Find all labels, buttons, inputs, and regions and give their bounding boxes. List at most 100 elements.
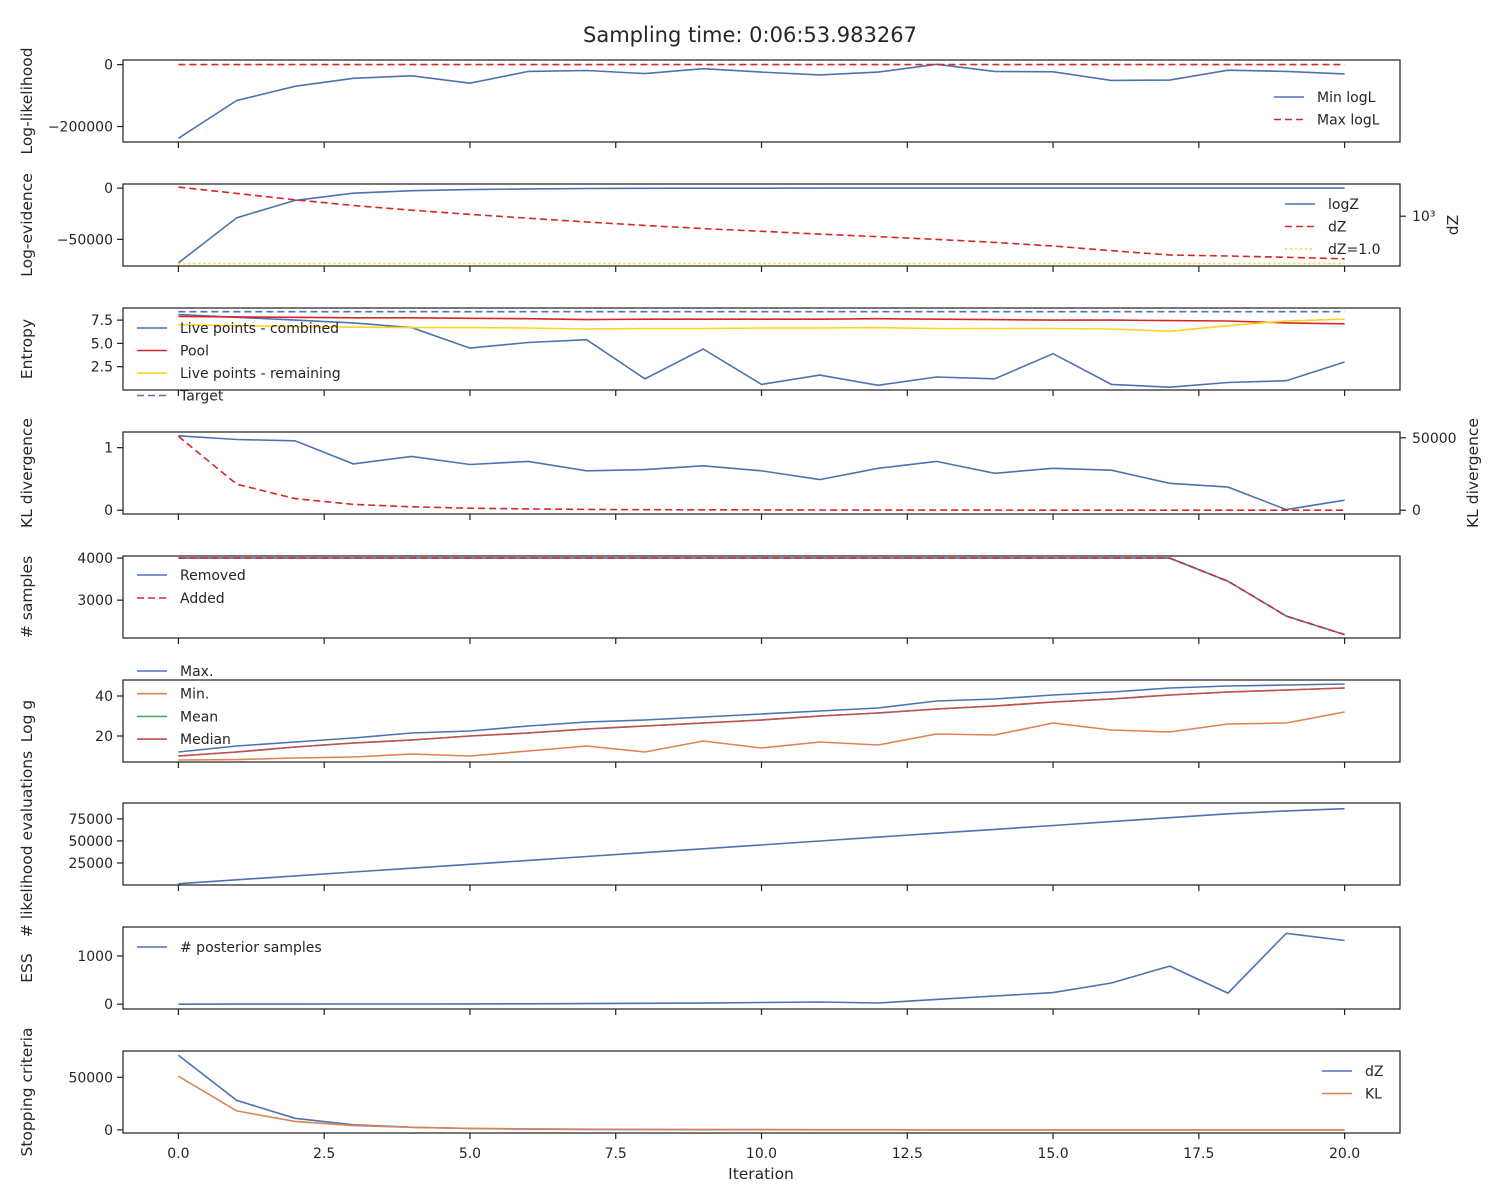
x-tick-label: 7.5 <box>605 1146 627 1162</box>
right-y-tick-label: 0 <box>1412 503 1421 519</box>
y-tick-label: 7.5 <box>91 313 113 329</box>
y-tick-label: 50000 <box>68 834 113 850</box>
legend: Max. Min. Mean Median <box>137 664 231 748</box>
y-tick-label: 3000 <box>77 593 113 609</box>
figure-title: Sampling time: 0:06:53.983267 <box>583 23 917 47</box>
y-axis-label: KL divergence <box>18 418 36 528</box>
legend-label: Live points - combined <box>180 321 339 337</box>
x-tick-label: 17.5 <box>1183 1146 1214 1162</box>
legend: dZ KL <box>1322 1064 1383 1103</box>
series-line-added <box>178 557 1345 636</box>
x-tick-label: 0.0 <box>167 1146 189 1162</box>
legend-label: Pool <box>180 344 209 360</box>
y-tick-label: −200000 <box>48 120 113 136</box>
axes-frame <box>122 183 1401 267</box>
series-line-mean <box>178 687 1345 757</box>
right-y-axis-label: dZ <box>1444 215 1462 235</box>
series-line-series-2 <box>177 435 1345 512</box>
x-tick-label: 10.0 <box>746 1146 777 1162</box>
y-tick-label: 0 <box>104 997 113 1013</box>
panel-9: 0 50000 0.0 2.5 5.0 7.5 10.0 12.5 15.0 17.5 20.0 St… <box>18 1028 1401 1162</box>
series-line-min-logl <box>177 63 1345 139</box>
legend-label: dZ <box>1365 1064 1383 1080</box>
legend-label: Min logL <box>1317 90 1376 106</box>
panel-7: 25000 50000 75000 # likelihood evaluations <box>18 751 1401 937</box>
y-axis-label: Entropy <box>18 319 36 379</box>
panels: 0 −200000 Log-likelihood Min logL Max logL 0 −… <box>18 47 1482 1162</box>
legend-label: Target <box>179 389 224 405</box>
right-y-tick-label: 50000 <box>1412 431 1457 447</box>
y-tick-label: 25000 <box>68 856 113 872</box>
legend-label: dZ=1.0 <box>1328 242 1380 258</box>
y-tick-label: 20 <box>95 729 113 745</box>
y-axis-label: Log-evidence <box>18 173 36 277</box>
series-line-series-1 <box>178 807 1345 885</box>
y-tick-label: 0 <box>104 181 113 197</box>
y-axis-label: # likelihood evaluations <box>18 751 36 937</box>
legend-label: logZ <box>1328 197 1359 213</box>
y-axis-label: # samples <box>18 556 36 638</box>
series-line-max <box>178 683 1345 753</box>
legend-label: KL <box>1365 1087 1382 1103</box>
y-tick-label: 75000 <box>68 812 113 828</box>
y-tick-label: 1000 <box>77 949 113 965</box>
legend-label: Mean <box>180 709 218 725</box>
legend: Live points - combined Pool Live points - … <box>137 321 341 405</box>
x-tick-label: 12.5 <box>892 1146 923 1162</box>
series-line-series-1 <box>178 435 1345 511</box>
right-y-axis-label: KL divergence <box>1464 418 1482 528</box>
y-axis-label: Log-likelihood <box>18 47 36 154</box>
y-tick-label: 0 <box>104 58 113 74</box>
series-line-dz <box>178 186 1345 260</box>
panel-8: 0 1000 ESS # posterior samples <box>18 926 1401 1015</box>
legend-label: Removed <box>180 568 246 584</box>
y-tick-label: 5.0 <box>91 336 113 352</box>
y-tick-label: 0 <box>104 1123 113 1139</box>
legend-label: Live points - remaining <box>180 366 341 382</box>
y-tick-label: −50000 <box>57 232 113 248</box>
series-line-logz <box>177 187 1345 264</box>
legend: # posterior samples <box>137 940 322 956</box>
y-axis-label: ESS <box>18 953 36 982</box>
legend: Removed Added <box>137 568 246 607</box>
panel-6: 20 40 Log g Max. Min. Mean Median <box>18 664 1401 768</box>
series-line-dz <box>177 1054 1345 1131</box>
series-line-median <box>178 687 1345 757</box>
series-line-posterior-samples <box>178 932 1345 1006</box>
y-axis-label: Stopping criteria <box>18 1028 36 1157</box>
panel-3: 2.5 5.0 7.5 Entropy Live points - combined Po… <box>18 307 1401 405</box>
x-tick-label: 5.0 <box>459 1146 481 1162</box>
legend-label: Median <box>180 732 231 748</box>
x-tick-label: 2.5 <box>313 1146 335 1162</box>
legend-label: # posterior samples <box>180 940 322 956</box>
legend-label: Max. <box>180 664 213 680</box>
series-line-kl <box>177 1075 1345 1131</box>
axes-frame <box>122 555 1401 639</box>
y-tick-label: 1 <box>104 441 113 457</box>
series-line-live-points-combined <box>178 313 1345 389</box>
panel-2: 0 −50000 10³ Log-evidence dZ logZ dZ dZ=1.0 <box>18 173 1462 277</box>
legend: logZ dZ dZ=1.0 <box>1285 197 1380 258</box>
x-tick-label: 15.0 <box>1037 1146 1068 1162</box>
y-tick-label: 4000 <box>77 551 113 567</box>
y-tick-label: 50000 <box>68 1070 113 1086</box>
series-line-live-points-remaining <box>178 318 1345 333</box>
y-axis-label: Log g <box>18 700 36 742</box>
y-tick-label: 0 <box>104 503 113 519</box>
series-line-removed <box>178 557 1345 636</box>
x-axis-label: Iteration <box>728 1165 794 1183</box>
legend-label: Added <box>180 591 225 607</box>
legend-label: Max logL <box>1317 113 1380 129</box>
legend: Min logL Max logL <box>1274 90 1380 129</box>
right-y-tick-label: 10³ <box>1412 209 1435 225</box>
panel-4: 0 1 0 50000 KL divergence KL divergence <box>18 418 1482 528</box>
series-line-min <box>178 711 1345 761</box>
x-tick-label: 20.0 <box>1329 1146 1360 1162</box>
y-tick-label: 2.5 <box>91 360 113 376</box>
series-line-pool <box>178 315 1345 325</box>
panel-5: 3000 4000 # samples Removed Added <box>18 551 1401 644</box>
axes-frame <box>122 431 1401 515</box>
panel-1: 0 −200000 Log-likelihood Min logL Max logL <box>18 47 1401 155</box>
legend-label: Min. <box>180 687 209 703</box>
